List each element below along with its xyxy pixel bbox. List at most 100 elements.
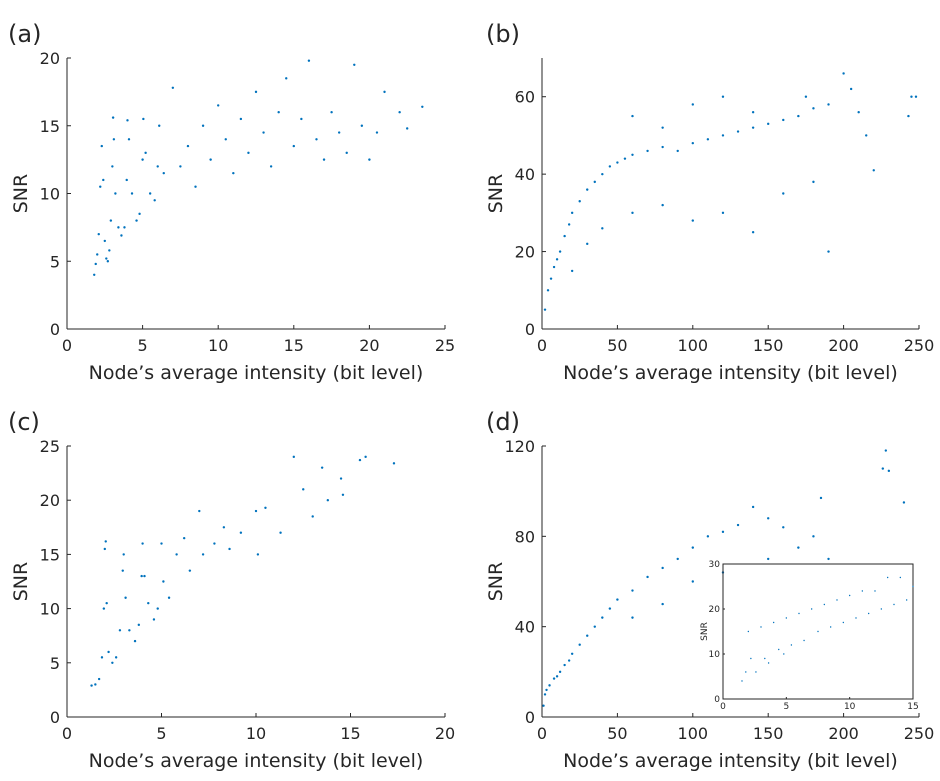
panel-a-point bbox=[406, 127, 409, 130]
panel-c-point bbox=[97, 677, 101, 681]
panel-d-point bbox=[567, 659, 571, 662]
panel-d-point bbox=[548, 684, 551, 687]
panel-d-point bbox=[558, 670, 562, 674]
panel-d-point bbox=[616, 598, 619, 601]
panel-a-point bbox=[96, 253, 99, 256]
panel-c-point bbox=[100, 656, 104, 659]
panel-a-point bbox=[345, 151, 348, 155]
panel-d-inset-point bbox=[747, 630, 750, 633]
panel-c-point bbox=[339, 477, 343, 480]
panel-a-x-tick-label: 25 bbox=[435, 336, 455, 355]
panel-c-y-tick-label: 15 bbox=[40, 545, 60, 564]
panel-d-inset-point bbox=[798, 612, 800, 615]
panel-d-x-axis-label: Node’s average intensity (bit level) bbox=[563, 750, 898, 772]
panel-a-point bbox=[123, 226, 126, 229]
panel-a-x-tick-label: 20 bbox=[359, 336, 379, 355]
panel-d-inset-point bbox=[767, 662, 770, 664]
panel-c-point bbox=[341, 493, 345, 496]
panel-c-point bbox=[94, 683, 97, 686]
panel-d-x-tick-label: 100 bbox=[678, 724, 709, 743]
panel-a-point bbox=[144, 151, 147, 155]
panel-d-inset-point bbox=[760, 626, 762, 628]
panel-b-point bbox=[827, 103, 830, 106]
panel-a-point bbox=[201, 124, 205, 127]
panel-a-point bbox=[254, 90, 258, 94]
panel-b-point bbox=[751, 231, 755, 234]
panel-c-point bbox=[254, 509, 258, 513]
panel-b-point bbox=[558, 250, 562, 253]
panel-a-y-tick-label: 0 bbox=[50, 320, 60, 339]
panel-a-point bbox=[269, 165, 273, 168]
panel-b-x-tick-label: 100 bbox=[678, 336, 709, 355]
panel-d-point bbox=[797, 546, 800, 549]
panel-b-point bbox=[601, 172, 604, 176]
panel-d-point bbox=[661, 566, 664, 570]
panel-d-x-tick-label: 250 bbox=[904, 724, 935, 743]
panel-a-x-tick-label: 10 bbox=[208, 336, 228, 355]
panel-a-point bbox=[292, 144, 295, 148]
panel-b-point bbox=[546, 289, 550, 292]
panel-c-point bbox=[279, 531, 282, 534]
panel-b-point bbox=[593, 180, 596, 184]
panel-a-point bbox=[103, 239, 107, 243]
panel-a-point bbox=[114, 192, 117, 195]
panel-d-point bbox=[631, 589, 634, 592]
panel-d-point bbox=[721, 530, 725, 534]
panel-a-point bbox=[100, 144, 103, 148]
panel-d-point bbox=[586, 634, 589, 637]
panel-a-x-tick-label: 5 bbox=[138, 336, 148, 355]
panel-c-point bbox=[182, 536, 186, 540]
panel-a-point bbox=[142, 117, 145, 121]
panel-c-point bbox=[133, 639, 137, 643]
panel-d-point bbox=[887, 469, 891, 473]
panel-c-point bbox=[198, 509, 201, 513]
panel-b-point bbox=[563, 234, 566, 238]
panel-a-point bbox=[186, 144, 190, 148]
panel-b-point bbox=[736, 130, 740, 133]
panel-c-point bbox=[162, 580, 165, 583]
panel-c-point bbox=[222, 526, 226, 529]
panel-a-point bbox=[125, 178, 128, 182]
panel-b-point bbox=[570, 211, 574, 215]
panel-c-point bbox=[302, 488, 305, 491]
panel-a-x-axis-label: Node’s average intensity (bit level) bbox=[89, 362, 424, 384]
panel-a-point bbox=[285, 77, 288, 80]
panel-d-inset-point bbox=[905, 599, 908, 601]
panel-b-x-tick-label: 150 bbox=[753, 336, 784, 355]
panel-d-inset-plot: 0 5 10 15 0 10 20 30 SNR bbox=[700, 560, 919, 712]
panel-b-x-tick-label: 50 bbox=[607, 336, 627, 355]
panel-b-point bbox=[804, 95, 808, 98]
panel-d-y-tick-label: 0 bbox=[525, 708, 535, 727]
panel-b-x-tick-label: 200 bbox=[828, 336, 859, 355]
panel-d-inset-y-tick-label: 0 bbox=[714, 695, 720, 705]
panel-d-point bbox=[691, 546, 694, 549]
panel-d-inset-point bbox=[842, 621, 845, 624]
panel-b-point bbox=[865, 134, 868, 137]
panel-a-point bbox=[368, 158, 371, 161]
panel-c-point bbox=[152, 618, 156, 621]
panel-c-point bbox=[122, 553, 125, 556]
panel-b-point bbox=[567, 223, 571, 226]
panel-d-inset-point bbox=[745, 671, 747, 673]
panel-b-point bbox=[842, 72, 845, 75]
panel-b-y-tick-label: 40 bbox=[515, 165, 535, 184]
panel-c-y-tick-label: 0 bbox=[50, 708, 60, 727]
panel-d-point bbox=[542, 704, 545, 707]
panel-d-point bbox=[827, 557, 830, 561]
panel-c-point bbox=[311, 515, 314, 518]
panel-b-point bbox=[706, 138, 710, 141]
panel-b-point bbox=[586, 242, 589, 246]
panel-c-point bbox=[292, 455, 295, 459]
panel-d-inset-point bbox=[750, 657, 752, 660]
panel-d-inset-x-tick-label: 15 bbox=[907, 702, 918, 712]
panel-c-point bbox=[107, 650, 110, 654]
panel-c-point bbox=[102, 607, 106, 610]
panel-d-point bbox=[881, 467, 885, 470]
panel-a-y-tick-label: 5 bbox=[50, 252, 60, 271]
panel-b-point bbox=[857, 111, 860, 114]
panel-b-y-tick-label: 20 bbox=[515, 243, 535, 262]
panel-c-x-tick-label: 0 bbox=[62, 724, 72, 743]
panel-b-point bbox=[543, 308, 547, 311]
panel-c-point bbox=[358, 458, 362, 462]
panel-b-x-tick-label: 0 bbox=[537, 336, 547, 355]
